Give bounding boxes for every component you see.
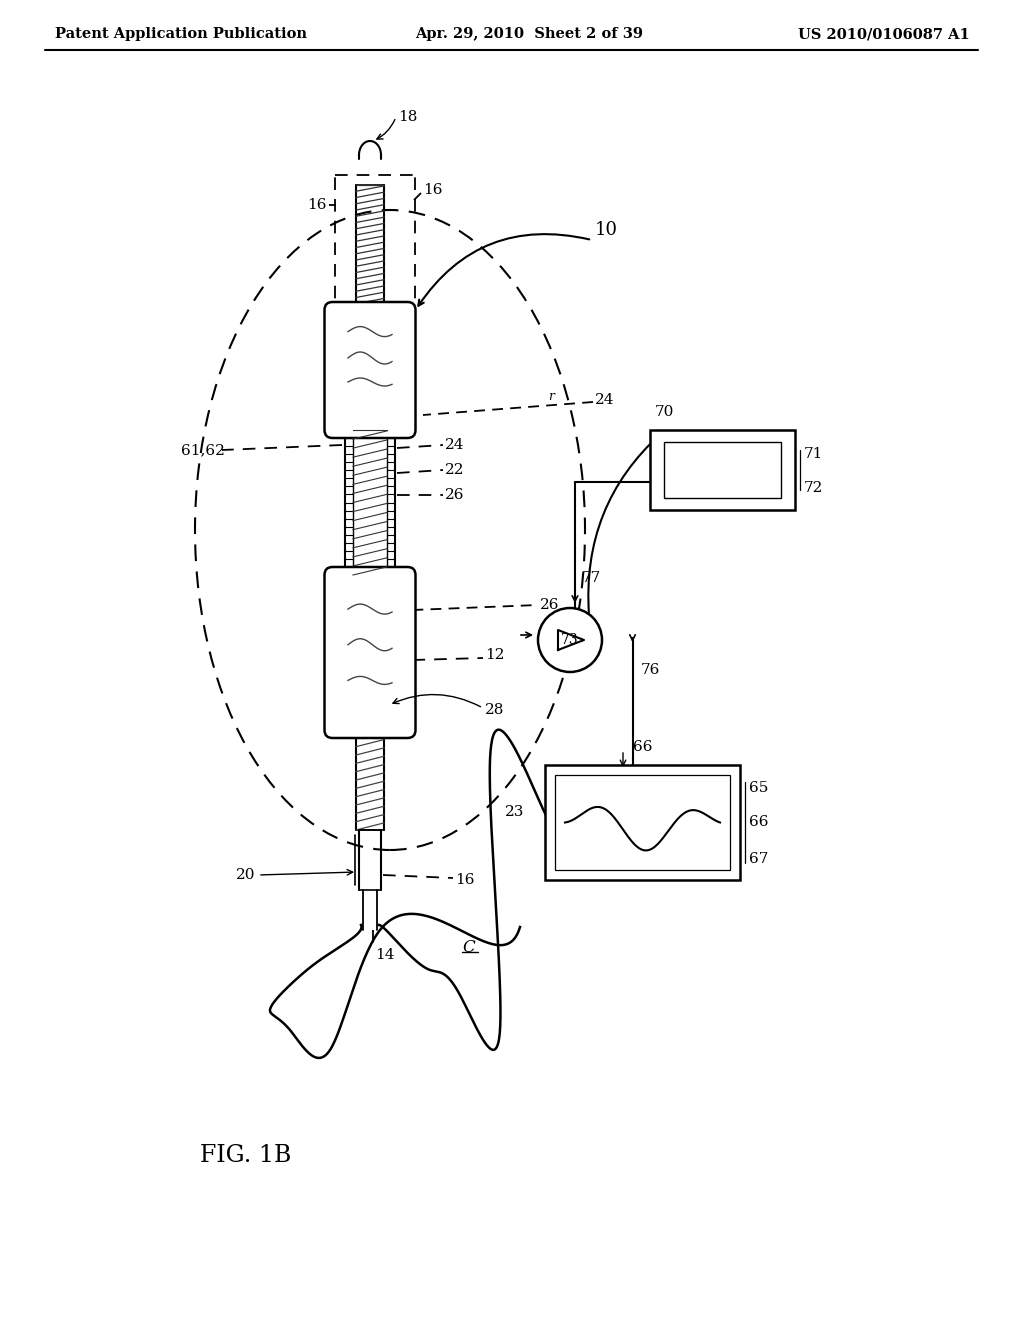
Text: Apr. 29, 2010  Sheet 2 of 39: Apr. 29, 2010 Sheet 2 of 39 (415, 26, 643, 41)
Text: 22: 22 (445, 463, 465, 477)
Text: 26: 26 (445, 488, 465, 502)
Text: 72: 72 (804, 480, 823, 495)
Text: 65: 65 (749, 781, 768, 795)
Text: 23: 23 (505, 805, 524, 818)
Text: US 2010/0106087 A1: US 2010/0106087 A1 (799, 26, 970, 41)
Text: 24: 24 (445, 438, 465, 451)
Text: 16: 16 (455, 873, 474, 887)
Text: 10: 10 (595, 220, 618, 239)
Text: r: r (548, 391, 554, 404)
Text: 14: 14 (375, 948, 394, 962)
Text: 24: 24 (595, 393, 614, 407)
Text: 61,62: 61,62 (181, 444, 225, 457)
Text: 66: 66 (749, 816, 768, 829)
Text: 26: 26 (540, 598, 559, 612)
Text: C: C (462, 939, 475, 956)
Text: 76: 76 (640, 663, 659, 677)
Text: 18: 18 (398, 110, 418, 124)
Text: 70: 70 (655, 405, 675, 418)
Text: FIG. 1B: FIG. 1B (200, 1143, 292, 1167)
Text: 73: 73 (561, 634, 579, 647)
Text: 67: 67 (749, 853, 768, 866)
Text: 77: 77 (582, 572, 601, 585)
Text: 66: 66 (633, 741, 652, 754)
Text: 16: 16 (423, 183, 442, 197)
Text: Patent Application Publication: Patent Application Publication (55, 26, 307, 41)
Text: 16: 16 (307, 198, 327, 213)
Text: 71: 71 (804, 447, 823, 461)
FancyBboxPatch shape (650, 430, 795, 510)
FancyBboxPatch shape (325, 302, 416, 438)
FancyBboxPatch shape (545, 766, 740, 880)
Text: 12: 12 (485, 648, 505, 663)
FancyBboxPatch shape (325, 568, 416, 738)
Circle shape (538, 609, 602, 672)
Text: 20: 20 (236, 869, 255, 882)
Text: 28: 28 (485, 704, 505, 717)
